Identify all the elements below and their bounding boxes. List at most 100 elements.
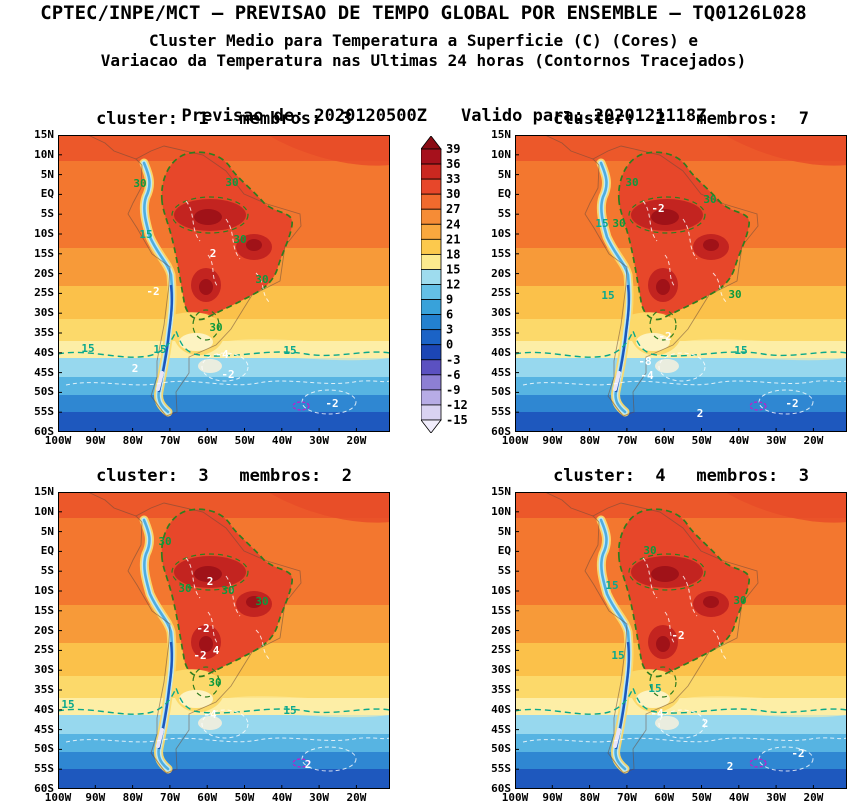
lon-tick-label: 100W [501, 434, 529, 447]
lat-tick-label: 50S [491, 385, 511, 399]
contour-label: 15 [648, 682, 661, 695]
lon-tick-label: 40W [728, 434, 749, 447]
lon-tick-label: 60W [197, 434, 218, 447]
lat-tick-label: 55S [34, 762, 54, 776]
temperature-field-map: 30 30 -2 15 30 30 15 -2 -8-4 15 -2 2 [514, 134, 847, 433]
lat-tick-label: 15N [491, 485, 511, 498]
lat-tick-label: 40S [34, 702, 54, 716]
magenta-contour [292, 758, 310, 768]
lat-tick-label: 50S [491, 742, 511, 756]
contour-label: 2 [207, 575, 214, 588]
contour-label: 30 [255, 273, 268, 286]
lat-tick-label: 35S [491, 683, 511, 696]
temp-variation-contours [522, 200, 847, 415]
map-cluster-2: 30 30 -2 15 30 30 15 -2 -8 -4 15 -2 2 [514, 134, 847, 433]
lat-tick-label: 10S [34, 584, 54, 597]
lon-tick-label: 20W [346, 791, 367, 803]
temperature-colorbar: 39 36 33 30 27 24 21 18 15 12 9 6 3 0 -3 -6 -9 -12 -15 [420, 135, 475, 434]
magenta-contour [292, 401, 310, 411]
lat-tick-label: 15S [34, 603, 54, 617]
lat-tick-label: 5N [497, 167, 511, 181]
colorbar-level-label: 9 [446, 293, 453, 307]
colorbar-level-label: 6 [446, 308, 453, 322]
map-cluster-4: 30 30 15 -2 15 15 -4 2 -2 2 [514, 491, 847, 790]
contour-label: 15 [595, 217, 608, 230]
colorbar-level-label: -6 [446, 368, 460, 382]
panel-title-cluster-1: cluster: 1 membros: 3 [96, 109, 352, 129]
isotherm-15-contour [57, 329, 391, 358]
lat-tick-label: 40S [491, 702, 511, 716]
central-america-coastline [87, 134, 137, 160]
lon-tick-label: 100W [44, 434, 72, 447]
contour-label: 2 [132, 362, 139, 375]
lat-tick-label: 50S [34, 742, 54, 756]
colorbar-top-arrow [420, 135, 442, 150]
panel-cluster-3: cluster: 3 membros: 2 15N 10N 5N EQ 5S 10S 15S… [34, 466, 391, 803]
contour-label: -2 [196, 622, 209, 635]
lat-tick-label: 15S [491, 603, 511, 617]
warm-atlantic-patch [725, 492, 847, 523]
lon-axis: 100W 90W 80W 70W 60W 50W 40W 30W 20W [45, 433, 390, 447]
lon-tick-label: 90W [542, 434, 563, 447]
colorbar-level-label: -15 [446, 413, 468, 427]
lat-tick-label: 55S [491, 405, 511, 419]
contour-label: 15 [611, 649, 624, 662]
contour-label: 2 [727, 760, 734, 773]
map-cluster-3: 30 2 30 30 30 -2 4 -2 30 15 -4 15 2 [57, 491, 391, 790]
temperature-field-map: 30 30 30 30 30 2 -2 15 15 15 15 2 -4 -2 -2 [57, 134, 391, 433]
coastline [584, 145, 759, 417]
lat-tick-label: 20S [491, 623, 511, 637]
lon-tick-label: 30W [766, 434, 787, 447]
lat-tick-label: EQ [497, 187, 511, 201]
contour-label: 30 [612, 217, 625, 230]
lat-tick-label: 30S [34, 306, 54, 320]
lat-tick-label: 10N [34, 147, 54, 161]
colorbar-level-label: 21 [446, 232, 460, 246]
contour-label: 30 [133, 177, 146, 190]
contour-label: 2 [305, 758, 312, 771]
panel-title-cluster-2: cluster: 2 membros: 7 [553, 109, 809, 129]
magenta-contour [749, 401, 767, 411]
colorbar-level-label: 24 [446, 217, 460, 231]
lat-tick-label: 55S [34, 405, 54, 419]
lat-tick-label: 15N [34, 128, 54, 141]
contour-label: -2 [146, 285, 159, 298]
isotherm-15-contour [57, 686, 391, 715]
contour-label: 30 [255, 595, 268, 608]
lon-tick-label: 20W [346, 434, 367, 447]
lon-tick-label: 80W [122, 434, 143, 447]
contour-label: -2 [671, 629, 684, 642]
contour-label: 30 [158, 535, 171, 548]
isotherm-15-contour [514, 686, 847, 715]
lat-tick-label: 35S [491, 326, 511, 339]
lat-tick-label: 60S [491, 782, 511, 795]
lat-tick-label: 10S [34, 227, 54, 240]
colorbar-level-label: 3 [446, 323, 453, 337]
contour-label: 2 [697, 407, 704, 420]
contour-label: 4 [213, 644, 220, 657]
lon-tick-label: 100W [501, 791, 529, 803]
contour-label: 15 [81, 342, 94, 355]
lat-tick-label: 5N [40, 167, 54, 181]
contour-label: 15 [605, 579, 618, 592]
colorbar-level-label: 27 [446, 202, 460, 216]
isotherm-30-contour [617, 508, 750, 678]
forecast-valid-value: 2020121118Z [593, 106, 707, 126]
contour-label: 2 [702, 717, 709, 730]
colorbar-level-label: -9 [446, 383, 460, 397]
contour-label: 15 [153, 343, 166, 356]
contour-label: -2 [221, 368, 234, 381]
contour-label: 15 [283, 344, 296, 357]
lat-tick-label: 45S [34, 722, 54, 736]
contour-label: 30 [225, 176, 238, 189]
forecast-valid-label: Valido para: [460, 106, 584, 126]
lat-tick-label: 30S [491, 663, 511, 677]
temp-variation-contours [65, 557, 391, 772]
central-america-coastline [544, 134, 594, 160]
panel-cluster-4: cluster: 4 membros: 3 15N 10N 5N EQ 5S 10S 15S… [491, 466, 847, 803]
lat-tick-label: 60S [34, 425, 54, 438]
contour-label: -4 [650, 707, 664, 720]
contour-label: 30 [221, 584, 234, 597]
contour-label: 15 [734, 344, 747, 357]
lat-tick-label: 5S [40, 207, 54, 221]
